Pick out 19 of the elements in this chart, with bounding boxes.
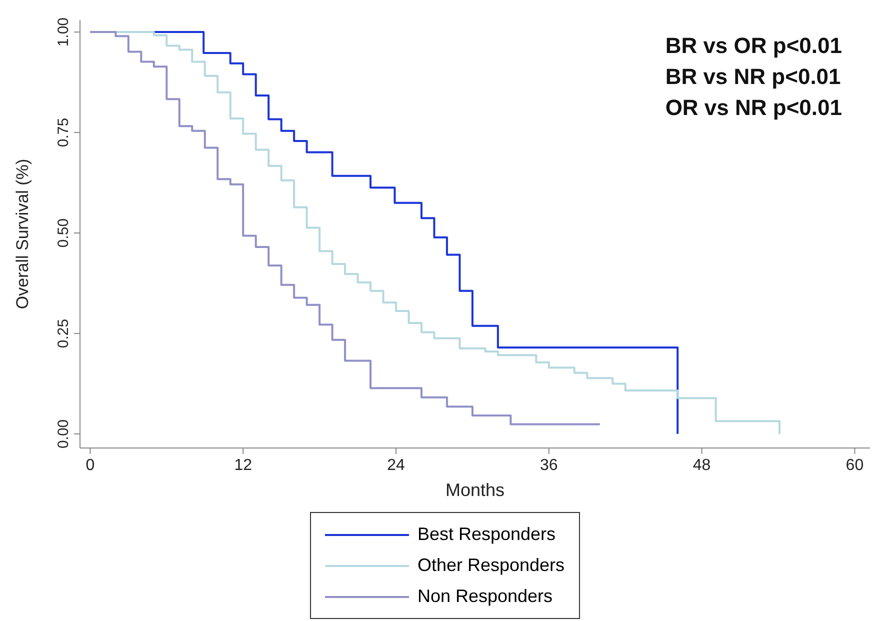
y-axis-title: Overall Survival (%): [13, 158, 32, 310]
x-tick-label: 0: [86, 457, 95, 474]
y-tick-label: 0.25: [55, 318, 72, 348]
annotation: BR vs OR p<0.01: [665, 32, 842, 60]
x-tick-label: 36: [540, 457, 558, 474]
y-tick-label: 1.00: [55, 17, 72, 47]
legend-label: Other Responders: [417, 555, 565, 576]
y-tick-label: 0.50: [55, 218, 72, 248]
legend-label: Non Responders: [417, 586, 553, 607]
x-tick-label: 12: [234, 457, 252, 474]
x-axis-title: Months: [445, 480, 505, 500]
legend-label: Best Responders: [417, 524, 556, 545]
x-tick-label: 60: [846, 457, 864, 474]
x-tick-label: 24: [387, 457, 405, 474]
x-tick-label: 48: [692, 457, 711, 474]
annotation: OR vs NR p<0.01: [665, 94, 842, 122]
y-tick-label: 0.00: [55, 419, 72, 449]
y-tick-label: 0.75: [55, 118, 72, 148]
annotation: BR vs NR p<0.01: [665, 63, 842, 91]
